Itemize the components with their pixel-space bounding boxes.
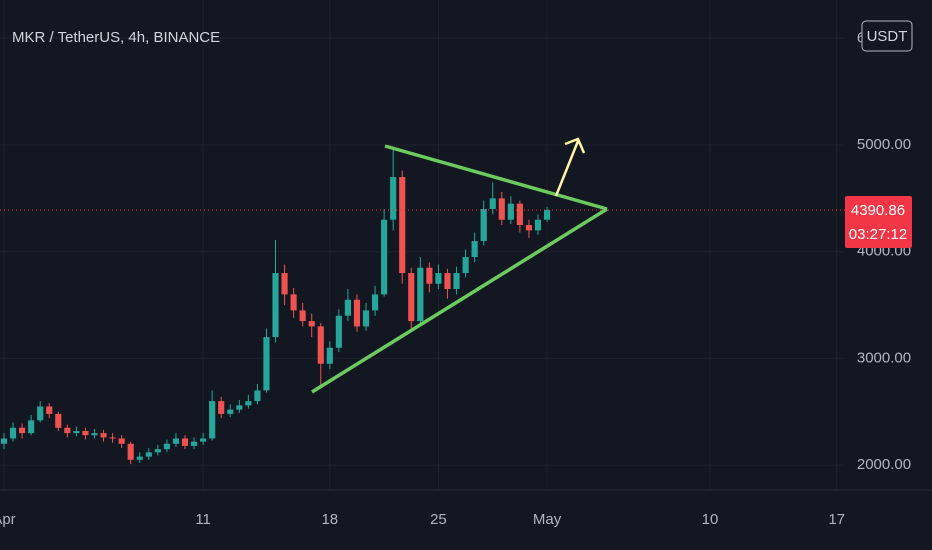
- candle-body: [417, 267, 424, 322]
- candle-body: [181, 438, 189, 446]
- y-tick-label: 3000.00: [857, 349, 911, 366]
- y-tick-label: 2000.00: [857, 456, 911, 473]
- price-label: 4390.86: [851, 202, 905, 219]
- candle-body: [136, 456, 143, 460]
- candle-body: [525, 225, 533, 231]
- candle-body: [453, 273, 460, 290]
- support-line: [311, 207, 608, 394]
- x-tick-label: May: [533, 511, 562, 528]
- candle-body: [335, 315, 342, 348]
- candle-body: [489, 198, 496, 210]
- candle-body: [362, 310, 370, 327]
- currency-label: USDT: [867, 28, 908, 45]
- candle-body: [444, 273, 451, 290]
- candle-body: [353, 299, 361, 327]
- breakout-arrow: [554, 137, 586, 197]
- candle-body: [46, 406, 53, 414]
- candle-body: [227, 409, 234, 414]
- chart-title: MKR / TetherUS, 4h, BINANCE: [12, 29, 220, 46]
- candle-body: [435, 273, 442, 284]
- candle-body: [37, 406, 44, 421]
- candle-body: [209, 401, 216, 439]
- candle-body: [172, 438, 180, 444]
- candle-body: [534, 219, 542, 231]
- candle-body: [127, 443, 134, 460]
- candle-body: [28, 420, 35, 434]
- candle-body: [471, 241, 478, 258]
- resistance-line: [384, 144, 608, 211]
- candle-body: [118, 438, 125, 444]
- price-label-box: [845, 196, 912, 249]
- candle-body: [0, 438, 8, 444]
- candle-body: [462, 257, 469, 274]
- candle-body: [480, 209, 487, 242]
- axes: 2000.003000.004000.005000.006000.00Apr11…: [0, 20, 932, 528]
- candle-body: [317, 326, 324, 364]
- x-tick-label: 25: [430, 511, 447, 528]
- candle-body: [516, 203, 523, 226]
- candle-body: [263, 337, 270, 391]
- currency-box: [861, 20, 913, 52]
- candle-body: [399, 177, 406, 274]
- candle-body: [9, 427, 17, 439]
- candle-body: [91, 433, 98, 436]
- timer-label: 03:27:12: [849, 226, 907, 243]
- candle-body: [426, 267, 433, 284]
- y-tick-label: 5000.00: [857, 136, 911, 153]
- candle-body: [272, 273, 279, 338]
- candle-body: [326, 347, 333, 364]
- candle-body: [19, 427, 26, 434]
- candle-body: [281, 273, 288, 295]
- candle-body: [190, 441, 198, 446]
- candle-body: [308, 321, 315, 327]
- candle-body: [163, 443, 170, 450]
- candle-body: [299, 310, 306, 322]
- candle-body: [64, 427, 71, 434]
- candle-body: [55, 413, 62, 428]
- x-tick-label: 11: [195, 511, 211, 528]
- candle-body: [254, 390, 261, 402]
- x-tick-label: 10: [702, 511, 719, 528]
- x-tick-label: 18: [321, 511, 338, 528]
- drawings: [311, 137, 608, 394]
- candle-body: [543, 210, 551, 220]
- candle-body: [82, 430, 89, 436]
- candle-body: [245, 401, 252, 406]
- candle-body: [100, 433, 107, 438]
- candle-body: [381, 219, 388, 295]
- candle-body: [344, 299, 351, 316]
- candles: [0, 147, 845, 465]
- candle-body: [218, 401, 225, 414]
- candle-body: [290, 294, 297, 311]
- candle-body: [236, 405, 243, 410]
- candle-body: [154, 449, 161, 453]
- candle-body: [73, 430, 80, 434]
- candle-body: [109, 437, 116, 439]
- candle-body: [507, 203, 514, 220]
- candle-body: [200, 438, 207, 442]
- candle-body: [408, 273, 415, 322]
- candle-body: [145, 452, 152, 457]
- candle-body: [498, 198, 505, 220]
- x-tick-label: 17: [828, 511, 845, 528]
- x-tick-label: Apr: [0, 511, 16, 528]
- candle-body: [390, 177, 397, 220]
- candle-body: [371, 294, 379, 311]
